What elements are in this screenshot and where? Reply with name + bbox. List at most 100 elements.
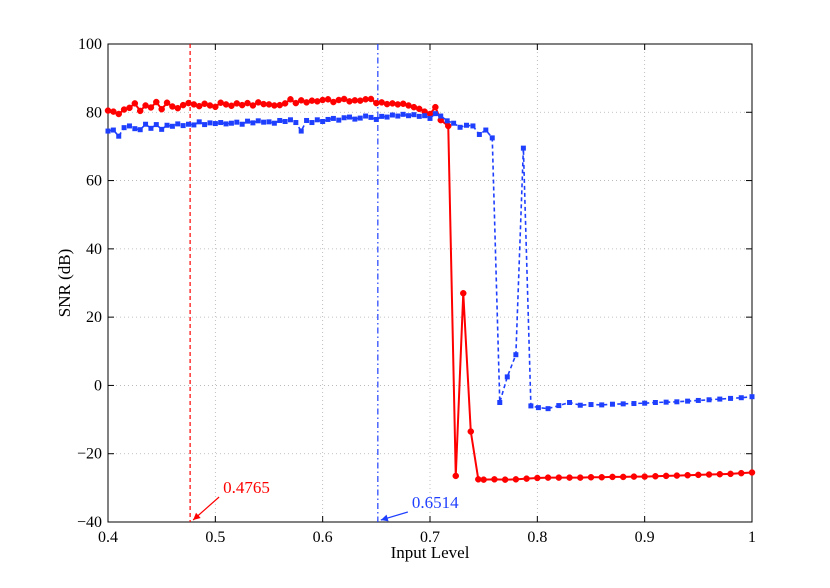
data-point	[630, 473, 638, 480]
x-axis-label: Input Level	[391, 543, 470, 562]
data-point	[556, 403, 562, 409]
data-point	[143, 121, 149, 127]
data-point	[330, 98, 337, 106]
data-point	[642, 400, 648, 406]
data-point	[309, 120, 315, 126]
data-point	[132, 126, 138, 132]
data-point	[463, 122, 469, 128]
data-point	[451, 120, 457, 126]
data-point	[367, 95, 375, 103]
data-series	[104, 95, 756, 483]
data-point	[271, 102, 278, 109]
data-point	[260, 100, 267, 108]
x-tick-label: 1	[748, 529, 756, 546]
data-point	[249, 102, 257, 109]
data-point	[406, 113, 412, 119]
y-tick-label: 80	[86, 104, 102, 121]
y-tick-label: 60	[86, 173, 102, 190]
data-point	[195, 102, 203, 110]
data-point	[460, 289, 467, 297]
data-point	[577, 474, 584, 481]
data-point	[169, 123, 175, 129]
x-tick-label: 0.7	[420, 529, 440, 546]
y-tick-label: 40	[86, 241, 102, 258]
data-point	[282, 119, 288, 125]
data-point	[347, 114, 352, 120]
data-point	[244, 99, 251, 107]
data-point	[352, 116, 358, 122]
data-point	[115, 110, 122, 118]
data-point	[169, 103, 176, 110]
data-point	[201, 100, 208, 107]
data-point	[336, 117, 342, 123]
data-point	[131, 100, 139, 107]
data-point	[330, 115, 336, 121]
data-point	[705, 471, 713, 478]
data-point	[457, 124, 463, 130]
data-point	[245, 118, 251, 124]
data-point	[685, 398, 691, 404]
data-point	[271, 120, 277, 126]
data-point	[475, 476, 482, 483]
data-point	[277, 117, 283, 123]
data-point	[497, 400, 503, 405]
data-point	[373, 116, 379, 122]
data-point	[452, 472, 460, 480]
data-point	[534, 474, 541, 482]
data-point	[148, 125, 154, 131]
data-point	[212, 103, 219, 111]
annotation-2: 0.6514	[380, 493, 459, 522]
data-point	[174, 104, 182, 112]
data-point	[340, 95, 348, 103]
data-point	[384, 114, 390, 120]
x-tick-label: 0.5	[205, 529, 225, 546]
data-point	[179, 101, 187, 109]
data-point	[308, 97, 316, 104]
data-point	[523, 475, 530, 482]
data-point	[555, 474, 563, 481]
data-point	[120, 106, 128, 113]
data-point	[717, 396, 723, 402]
data-point	[504, 374, 510, 380]
data-point	[368, 114, 374, 120]
data-point	[545, 406, 551, 412]
data-point	[261, 119, 267, 125]
data-point	[513, 352, 519, 358]
data-point	[104, 107, 112, 114]
y-axis-label: SNR (dB)	[55, 249, 74, 317]
data-point	[292, 99, 300, 107]
data-point	[444, 122, 452, 130]
data-point	[351, 97, 359, 104]
data-point	[163, 99, 171, 106]
data-point	[281, 100, 289, 107]
data-point	[175, 121, 181, 127]
data-point	[501, 476, 509, 483]
data-point	[238, 101, 246, 109]
data-point	[738, 469, 745, 477]
y-tick-label: 0	[94, 377, 102, 394]
data-point	[432, 103, 439, 111]
data-point	[250, 120, 256, 126]
data-point	[202, 122, 208, 128]
data-point	[399, 100, 407, 107]
data-point	[673, 472, 681, 479]
data-point	[126, 123, 132, 129]
data-point	[577, 402, 583, 408]
data-point	[695, 471, 702, 479]
data-point	[116, 133, 122, 139]
data-point	[164, 122, 170, 128]
data-point	[153, 122, 159, 128]
data-point	[325, 116, 331, 122]
data-point	[641, 473, 648, 480]
data-point	[489, 135, 495, 141]
data-point	[266, 119, 272, 125]
data-point	[356, 97, 364, 104]
data-point	[110, 127, 116, 133]
data-point	[520, 145, 526, 151]
data-point	[528, 403, 534, 409]
data-point	[265, 101, 273, 108]
data-point	[373, 99, 380, 107]
data-point	[400, 111, 406, 117]
